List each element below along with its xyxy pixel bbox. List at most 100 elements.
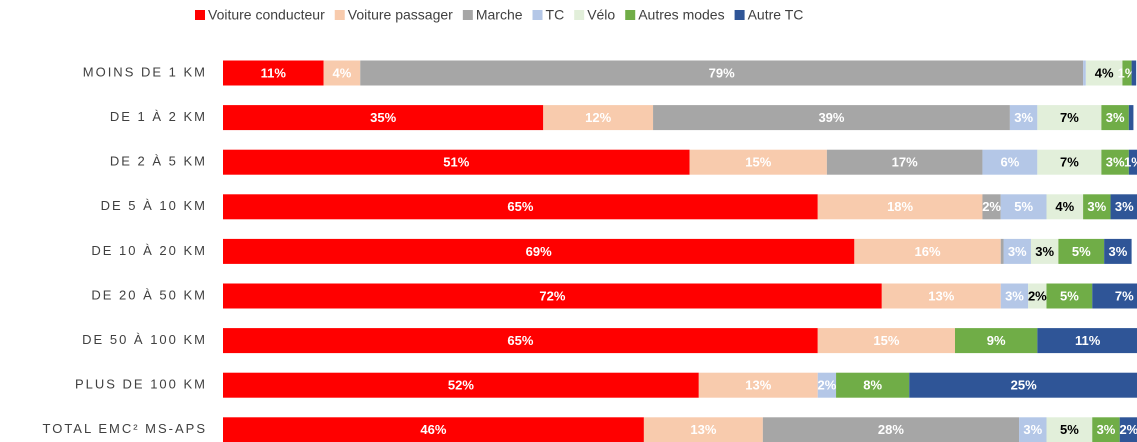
value-label: 2%	[1119, 422, 1137, 437]
value-label: 52%	[448, 378, 474, 393]
bar-segment	[1110, 194, 1137, 220]
bar-segment	[653, 105, 1010, 131]
bar-segment	[1019, 417, 1047, 442]
bar-segment	[1037, 105, 1102, 131]
bar-segment	[1101, 149, 1129, 175]
value-label: 13%	[928, 288, 954, 303]
bar-segment	[1003, 238, 1031, 264]
bar-segment	[1085, 60, 1123, 86]
bar-segment	[1000, 238, 1004, 264]
value-label: 1%	[1124, 155, 1137, 170]
value-label: 9%	[987, 333, 1006, 348]
bar-segment	[909, 372, 1137, 398]
value-label: 3%	[1106, 110, 1125, 125]
bar-segment	[854, 238, 1001, 264]
legend-swatch	[574, 10, 585, 20]
bar-segment	[223, 194, 818, 220]
category-label: MOINS DE 1 KM	[83, 64, 207, 79]
value-label: 4%	[1095, 65, 1114, 80]
bar-segment	[836, 372, 910, 398]
bar-segment	[1009, 105, 1038, 131]
bar-segment	[1083, 194, 1111, 220]
value-label: 3%	[1115, 199, 1134, 214]
bar-segment	[817, 328, 955, 354]
legend-label: TC	[546, 7, 565, 23]
bar-segment	[762, 417, 1020, 442]
bar-segment	[1000, 194, 1047, 220]
bar-segment	[1028, 283, 1047, 309]
value-label: 69%	[526, 244, 552, 259]
bar-segment	[223, 238, 855, 264]
bar-segment	[223, 60, 324, 86]
value-label: 6%	[1001, 155, 1020, 170]
bar-segment	[1119, 417, 1137, 442]
bar-segment	[881, 283, 1001, 309]
value-label: 3%	[1023, 422, 1042, 437]
value-label: 15%	[745, 155, 771, 170]
value-label: 12%	[585, 110, 611, 125]
value-label: 18%	[887, 199, 913, 214]
bar-segment	[955, 328, 1038, 354]
bar-segment	[817, 372, 837, 398]
legend-label: Marche	[476, 7, 523, 23]
bar-segment	[1058, 238, 1105, 264]
bar-segment	[1000, 283, 1029, 309]
value-label: 16%	[915, 244, 941, 259]
bar-segment	[817, 194, 983, 220]
legend-swatch	[195, 10, 205, 20]
bar-segment	[1128, 105, 1134, 131]
bar-segment	[1122, 60, 1132, 86]
value-label: 17%	[892, 155, 918, 170]
legend-label: Autre TC	[748, 7, 804, 23]
bar-segment	[223, 105, 544, 131]
bar-segment	[826, 149, 983, 175]
value-label: 65%	[507, 333, 533, 348]
value-label: 2%	[982, 199, 1001, 214]
value-label: 3%	[1008, 244, 1027, 259]
value-label: 3%	[1014, 110, 1033, 125]
value-label: 11%	[261, 65, 287, 80]
bar-segment	[1046, 283, 1093, 309]
value-label: 65%	[507, 199, 533, 214]
bar-segment	[223, 372, 699, 398]
legend-label: Voiture passager	[348, 7, 453, 23]
bar-segment	[223, 283, 882, 309]
legend-label: Autres modes	[638, 7, 724, 23]
category-label: DE 5 À 10 KM	[101, 198, 207, 213]
bar-segment	[543, 105, 654, 131]
bar-segment	[223, 149, 690, 175]
value-label: 51%	[443, 155, 469, 170]
bar-segment	[1128, 149, 1137, 175]
value-label: 35%	[370, 110, 396, 125]
category-label: DE 10 À 20 KM	[91, 243, 207, 258]
bar-segment	[1046, 417, 1093, 442]
category-label: DE 2 À 5 KM	[110, 154, 207, 169]
bar-segment	[1101, 105, 1129, 131]
value-label: 72%	[539, 288, 565, 303]
bar-segment	[323, 60, 361, 86]
bar-segment	[1092, 283, 1137, 309]
bar-segment	[982, 194, 1001, 220]
value-label: 4%	[333, 65, 352, 80]
value-label: 13%	[745, 378, 771, 393]
value-label: 5%	[1060, 422, 1079, 437]
value-label: 2%	[1028, 288, 1047, 303]
bar-segment	[360, 60, 1084, 86]
bar-segment	[223, 328, 818, 354]
value-label: 5%	[1014, 199, 1033, 214]
value-label: 3%	[1005, 288, 1024, 303]
value-label: 79%	[709, 65, 735, 80]
value-label: 3%	[1097, 422, 1116, 437]
legend-swatch	[532, 10, 543, 20]
legend-label: Vélo	[587, 7, 615, 23]
value-label: 7%	[1115, 288, 1134, 303]
bar-segment	[698, 372, 818, 398]
bar-segment	[982, 149, 1038, 175]
bar-segment	[1037, 328, 1137, 354]
category-label: DE 20 À 50 KM	[91, 287, 207, 302]
category-label: DE 50 À 100 KM	[82, 332, 207, 347]
value-label: 15%	[873, 333, 899, 348]
value-label: 5%	[1072, 244, 1091, 259]
legend-swatch	[462, 10, 473, 20]
